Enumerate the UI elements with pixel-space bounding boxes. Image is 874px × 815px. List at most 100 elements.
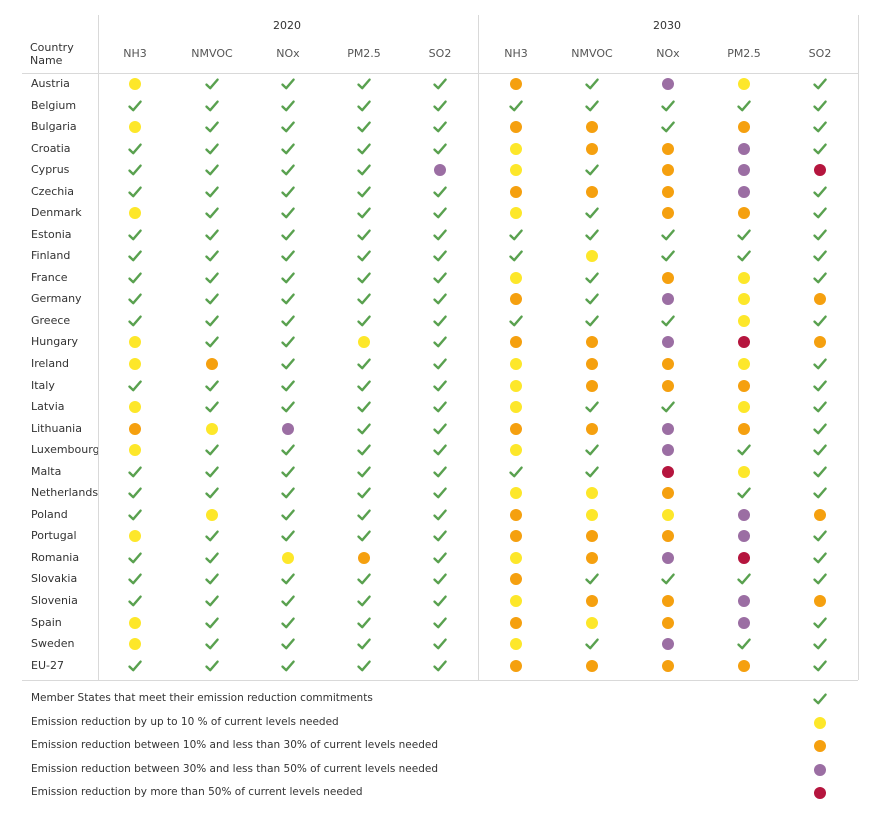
table-cell: [584, 334, 600, 350]
orange-dot: [662, 164, 674, 177]
table-cell: [508, 421, 524, 437]
table-cell: [280, 291, 296, 307]
table-cell: [127, 119, 143, 135]
legend-symbol: [812, 785, 828, 801]
check-icon: [205, 143, 219, 155]
yellow-dot: [510, 594, 522, 607]
check-icon: [813, 530, 827, 542]
check-icon: [813, 99, 827, 111]
table-cell: [356, 270, 372, 286]
yellow-dot: [129, 444, 141, 457]
table-cell: [660, 464, 676, 480]
yellow-dot: [282, 551, 294, 564]
check-icon: [433, 121, 447, 133]
table-cell: [280, 162, 296, 178]
yellow-dot: [358, 336, 370, 349]
check-icon: [357, 229, 371, 241]
check-icon: [205, 487, 219, 499]
legend-label: Emission reduction by up to 10 % of curr…: [31, 715, 339, 728]
orange-dot: [586, 530, 598, 543]
row-label: Latvia: [31, 400, 65, 414]
check-icon: [128, 466, 142, 478]
table-cell: [660, 571, 676, 587]
purple-dot: [662, 336, 674, 349]
check-icon: [281, 78, 295, 90]
check-icon: [357, 121, 371, 133]
table-cell: [204, 378, 220, 394]
yellow-dot: [129, 638, 141, 651]
table-cell: [736, 184, 752, 200]
table-cell: [432, 119, 448, 135]
check-icon: [433, 659, 447, 671]
check-icon: [585, 78, 599, 90]
table-cell: [508, 205, 524, 221]
check-icon: [281, 616, 295, 628]
orange-dot: [586, 336, 598, 349]
check-icon: [205, 616, 219, 628]
table-cell: [508, 636, 524, 652]
orange-dot: [510, 336, 522, 349]
check-icon: [737, 573, 751, 585]
table-cell: [432, 442, 448, 458]
yellow-dot: [206, 508, 218, 521]
check-icon: [813, 143, 827, 155]
purple-dot: [814, 763, 826, 776]
row-label: Bulgaria: [31, 120, 77, 134]
table-cell: [584, 141, 600, 157]
crimson-dot: [662, 465, 674, 478]
table-cell: [204, 141, 220, 157]
yellow-dot: [129, 401, 141, 414]
table-cell: [660, 184, 676, 200]
check-icon: [813, 466, 827, 478]
table-cell: [584, 615, 600, 631]
table-cell: [127, 98, 143, 114]
table-cell: [584, 507, 600, 523]
table-cell: [508, 76, 524, 92]
orange-dot: [586, 422, 598, 435]
check-icon: [205, 401, 219, 413]
table-cell: [812, 162, 828, 178]
yellow-dot: [662, 508, 674, 521]
table-cell: [584, 291, 600, 307]
table-cell: [127, 442, 143, 458]
check-icon: [281, 509, 295, 521]
check-icon: [281, 444, 295, 456]
table-cell: [660, 291, 676, 307]
orange-dot: [814, 594, 826, 607]
check-icon: [357, 466, 371, 478]
yellow-dot: [738, 314, 750, 327]
purple-dot: [738, 142, 750, 155]
check-icon: [128, 487, 142, 499]
check-icon: [357, 659, 371, 671]
orange-dot: [738, 422, 750, 435]
table-cell: [356, 571, 372, 587]
orange-dot: [738, 379, 750, 392]
yellow-dot: [206, 422, 218, 435]
table-cell: [508, 615, 524, 631]
orange-dot: [586, 121, 598, 134]
table-cell: [432, 658, 448, 674]
row-label: Croatia: [31, 141, 71, 155]
check-icon: [357, 272, 371, 284]
yellow-dot: [510, 207, 522, 220]
table-cell: [812, 141, 828, 157]
yellow-dot: [586, 508, 598, 521]
check-icon: [128, 379, 142, 391]
purple-dot: [434, 164, 446, 177]
table-cell: [508, 485, 524, 501]
row-label: Finland: [31, 249, 71, 263]
table-cell: [280, 334, 296, 350]
check-icon: [128, 552, 142, 564]
yellow-dot: [129, 78, 141, 90]
table-cell: [660, 334, 676, 350]
orange-dot: [586, 551, 598, 564]
year-divider: [478, 15, 479, 680]
table-cell: [812, 378, 828, 394]
table-cell: [432, 76, 448, 92]
year-header-2020: 2020: [273, 19, 301, 32]
table-cell: [812, 399, 828, 415]
check-icon: [357, 143, 371, 155]
check-icon: [281, 315, 295, 327]
table-cell: [584, 399, 600, 415]
check-icon: [813, 315, 827, 327]
